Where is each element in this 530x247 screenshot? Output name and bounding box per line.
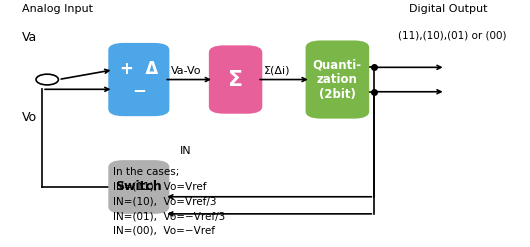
FancyBboxPatch shape <box>108 160 170 214</box>
Text: Va: Va <box>22 31 37 44</box>
Text: Switch: Switch <box>116 181 162 193</box>
Text: Vo: Vo <box>22 111 37 124</box>
Text: IN: IN <box>180 146 191 156</box>
Text: IN=(01),  Vo=−Vref/3: IN=(01), Vo=−Vref/3 <box>113 211 226 221</box>
Text: Analog Input: Analog Input <box>22 4 93 14</box>
Text: IN=(10),  Vo=Vref/3: IN=(10), Vo=Vref/3 <box>113 197 217 206</box>
FancyBboxPatch shape <box>209 45 262 114</box>
Text: Σ(Δi): Σ(Δi) <box>263 66 290 76</box>
FancyBboxPatch shape <box>306 41 369 119</box>
Text: +  Δ
−: + Δ − <box>120 60 158 99</box>
Text: IN=(00),  Vo=−Vref: IN=(00), Vo=−Vref <box>113 226 215 236</box>
Text: Digital Output: Digital Output <box>409 4 487 14</box>
Text: (11),(10),(01) or (00): (11),(10),(01) or (00) <box>399 31 507 41</box>
Text: Quanti-
zation
(2bit): Quanti- zation (2bit) <box>313 58 362 101</box>
FancyBboxPatch shape <box>108 43 170 116</box>
Text: Σ: Σ <box>228 70 243 90</box>
Text: IN=(11),  Vo=Vref: IN=(11), Vo=Vref <box>113 182 207 192</box>
Text: Va-Vo: Va-Vo <box>171 66 201 76</box>
Text: In the cases;: In the cases; <box>113 167 180 177</box>
